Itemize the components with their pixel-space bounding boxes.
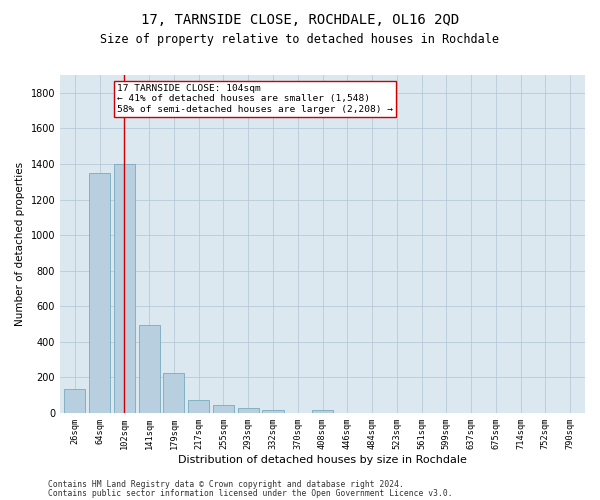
Text: Contains HM Land Registry data © Crown copyright and database right 2024.: Contains HM Land Registry data © Crown c… [48, 480, 404, 489]
Bar [213, 405, 234, 413]
Bar [312, 410, 333, 413]
Y-axis label: Number of detached properties: Number of detached properties [15, 162, 25, 326]
Bar [64, 389, 85, 413]
Bar [139, 325, 160, 413]
Bar [238, 408, 259, 413]
Bar [188, 400, 209, 413]
Bar [89, 173, 110, 413]
Bar [262, 410, 284, 413]
Text: Contains public sector information licensed under the Open Government Licence v3: Contains public sector information licen… [48, 488, 452, 498]
Bar [114, 164, 135, 413]
Text: Size of property relative to detached houses in Rochdale: Size of property relative to detached ho… [101, 32, 499, 46]
Bar [163, 373, 184, 413]
X-axis label: Distribution of detached houses by size in Rochdale: Distribution of detached houses by size … [178, 455, 467, 465]
Text: 17 TARNSIDE CLOSE: 104sqm
← 41% of detached houses are smaller (1,548)
58% of se: 17 TARNSIDE CLOSE: 104sqm ← 41% of detac… [117, 84, 393, 114]
Text: 17, TARNSIDE CLOSE, ROCHDALE, OL16 2QD: 17, TARNSIDE CLOSE, ROCHDALE, OL16 2QD [141, 12, 459, 26]
